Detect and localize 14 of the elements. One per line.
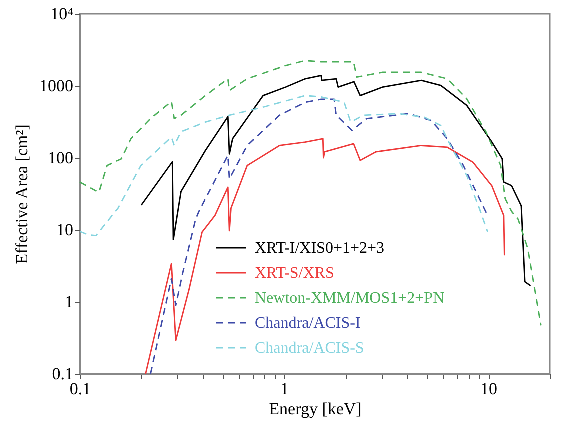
legend-label: Chandra/ACIS-I — [255, 315, 361, 332]
x-tick-label: 10 — [480, 380, 498, 398]
legend-label: Chandra/ACIS-S — [255, 340, 364, 357]
legend-label: Newton-XMM/MOS1+2+PN — [255, 290, 446, 307]
y-tick-label: 100 — [48, 148, 74, 168]
y-tick-label: 10⁴ — [50, 4, 74, 24]
x-axis-title: Energy [keV] — [269, 400, 362, 418]
x-tick-label: 1 — [280, 380, 290, 398]
legend-label: XRT-S/XRS — [255, 265, 334, 282]
legend-label: XRT-I/XIS0+1+2+3 — [255, 240, 385, 257]
y-tick-label: 1000 — [40, 76, 74, 96]
y-tick-label: 1 — [65, 292, 74, 312]
y-tick-label: 10 — [56, 220, 74, 240]
y-axis-title: Effective Area [cm²] — [12, 124, 32, 264]
